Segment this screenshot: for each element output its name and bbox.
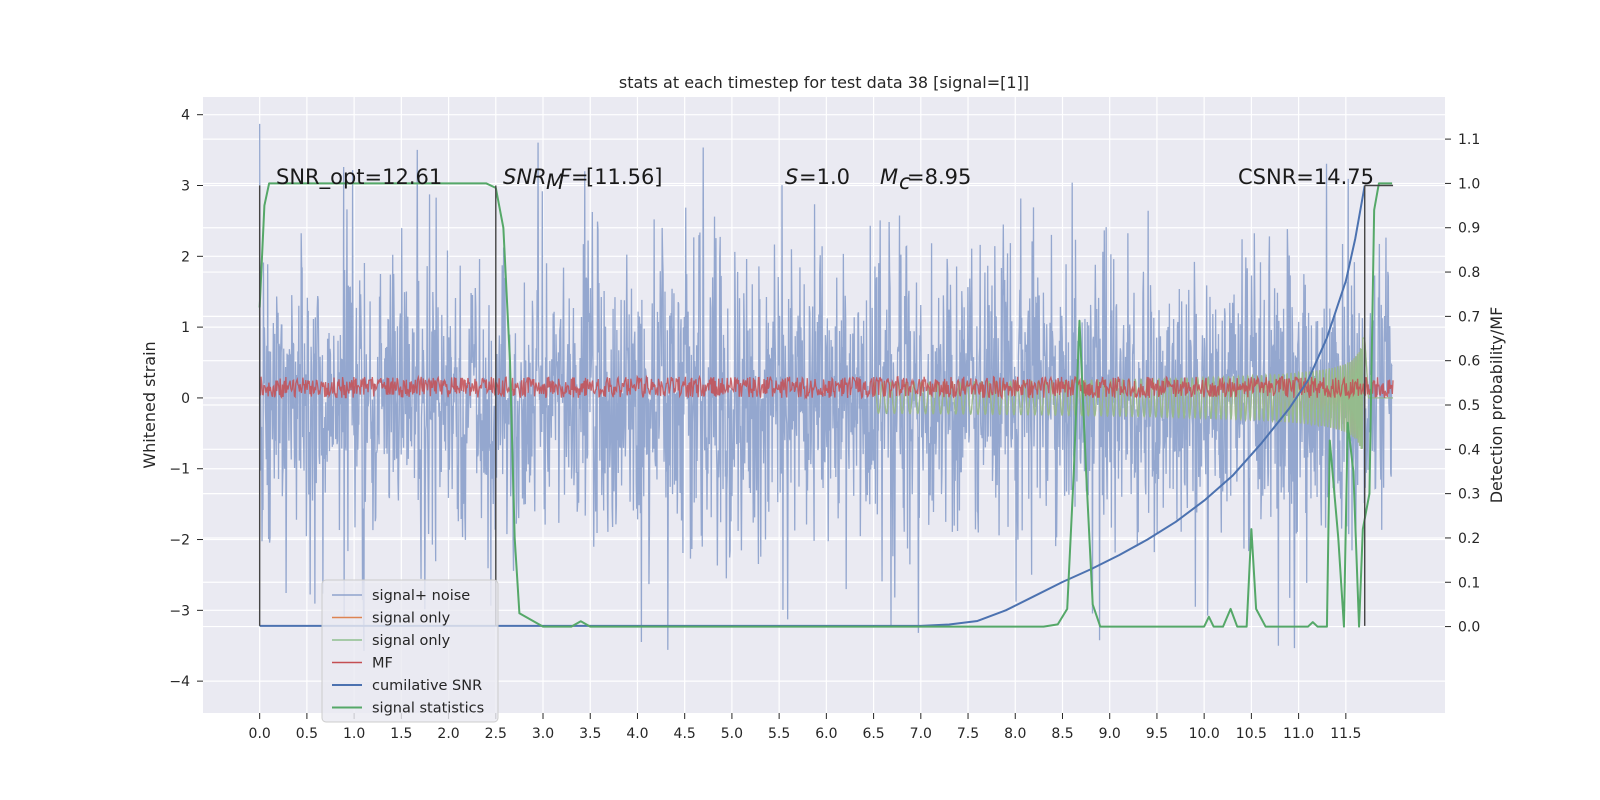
x-tick-label: 11.0 <box>1283 726 1314 742</box>
svg-text:F: F <box>559 165 572 189</box>
x-tick-label: 7.0 <box>910 726 932 742</box>
x-tick-label: 3.5 <box>579 726 601 742</box>
x-tick-label: 9.0 <box>1099 726 1121 742</box>
y-tick-label-left: 0 <box>181 391 190 407</box>
x-tick-label: 10.0 <box>1189 726 1220 742</box>
x-tick-label: 11.5 <box>1330 726 1361 742</box>
y-tick-label-left: 2 <box>181 249 190 265</box>
y-tick-label-right: 0.2 <box>1458 531 1480 547</box>
y-tick-label-right: 0.8 <box>1458 265 1480 281</box>
legend-box <box>321 579 499 723</box>
annotation-snr-mf-value: [11.56] <box>586 165 663 189</box>
svg-text:SNR: SNR <box>503 165 547 189</box>
series-layer <box>258 123 1394 651</box>
x-tick-label: 3.0 <box>532 726 554 742</box>
y-tick-label-right: 0.0 <box>1458 620 1480 636</box>
legend-label: MF <box>372 656 393 672</box>
y-tick-label-right: 0.9 <box>1458 221 1480 237</box>
x-tick-label: 5.5 <box>768 726 790 742</box>
series-signal-statistics <box>258 182 1393 628</box>
y-tick-label-left: 4 <box>181 108 190 124</box>
axes: 0.0 0.5 1.0 1.5 2.0 2.5 3.0 3.5 4.0 4.5 5.0 5.5 6.0 6… <box>169 108 1480 742</box>
annotation-mc-value: =8.95 <box>907 165 971 189</box>
annotation-s: S =1.0 <box>785 165 850 189</box>
window-markers <box>258 184 1394 626</box>
x-tick-label: 5.0 <box>721 726 743 742</box>
grid <box>203 97 1445 713</box>
series-signal-noise <box>259 123 1393 651</box>
chart-title: stats at each timestep for test data 38 … <box>619 73 1029 92</box>
annotation-s-value: =1.0 <box>799 165 850 189</box>
y-tick-label-right: 1.1 <box>1458 132 1480 148</box>
y-tick-label-left: 3 <box>181 179 190 195</box>
legend: signal+ noise signal only signal only MF cum… <box>321 579 499 723</box>
y-tick-label-left: −3 <box>169 603 190 619</box>
y-tick-label-right: 0.5 <box>1458 398 1480 414</box>
y-tick-label-left: −1 <box>169 462 190 478</box>
x-tick-label: 10.5 <box>1236 726 1267 742</box>
x-tick-label: 9.5 <box>1146 726 1168 742</box>
series-mf <box>259 374 1394 401</box>
x-tick-label: 0.0 <box>249 726 271 742</box>
svg-text:c: c <box>899 170 911 194</box>
y-axis-label-right: Detection probability/MF <box>1487 307 1506 504</box>
legend-label: signal only <box>372 611 451 627</box>
x-tick-label: 2.5 <box>485 726 507 742</box>
annotation-csnr: CSNR=14.75 <box>1238 165 1374 189</box>
annotation-mc: M c =8.95 <box>880 165 971 194</box>
y-tick-label-left: −2 <box>169 533 190 549</box>
x-tick-label: 6.5 <box>862 726 884 742</box>
x-tick-label: 1.5 <box>390 726 412 742</box>
y-tick-label-right: 1.0 <box>1458 176 1480 192</box>
annotation-snr-opt: SNR_opt=12.61 <box>276 165 442 190</box>
y-tick-label-left: −4 <box>169 674 190 690</box>
y-tick-label-right: 0.1 <box>1458 575 1480 591</box>
y-tick-label-right: 0.7 <box>1458 309 1480 325</box>
y-tick-label-right: 0.6 <box>1458 354 1480 370</box>
y-tick-label-right: 0.3 <box>1458 487 1480 503</box>
x-tick-label: 4.5 <box>674 726 696 742</box>
svg-text:M: M <box>546 170 564 194</box>
legend-label: signal+ noise <box>372 588 470 604</box>
series-cumulative-snr <box>259 185 1366 627</box>
annotation-snr-mf: SNR M F = [11.56] <box>503 165 663 194</box>
x-tick-label: 2.0 <box>437 726 459 742</box>
x-tick-label: 7.5 <box>957 726 979 742</box>
x-tick-label: 4.0 <box>626 726 648 742</box>
x-tick-label: 1.0 <box>343 726 365 742</box>
y-tick-label-left: 1 <box>181 320 190 336</box>
x-tick-label: 0.5 <box>296 726 318 742</box>
svg-text:=: = <box>571 165 589 189</box>
svg-text:S: S <box>785 165 798 189</box>
legend-label: signal statistics <box>372 701 484 717</box>
legend-label: cumilative SNR <box>372 678 482 694</box>
svg-text:M: M <box>880 165 898 189</box>
y-axis-label-left: Whitened strain <box>140 341 159 468</box>
x-tick-label: 8.5 <box>1051 726 1073 742</box>
y-tick-label-right: 0.4 <box>1458 442 1480 458</box>
series-signal-only-green <box>872 337 1394 449</box>
legend-label: signal only <box>372 633 451 649</box>
x-tick-label: 8.0 <box>1004 726 1026 742</box>
x-tick-label: 6.0 <box>815 726 837 742</box>
